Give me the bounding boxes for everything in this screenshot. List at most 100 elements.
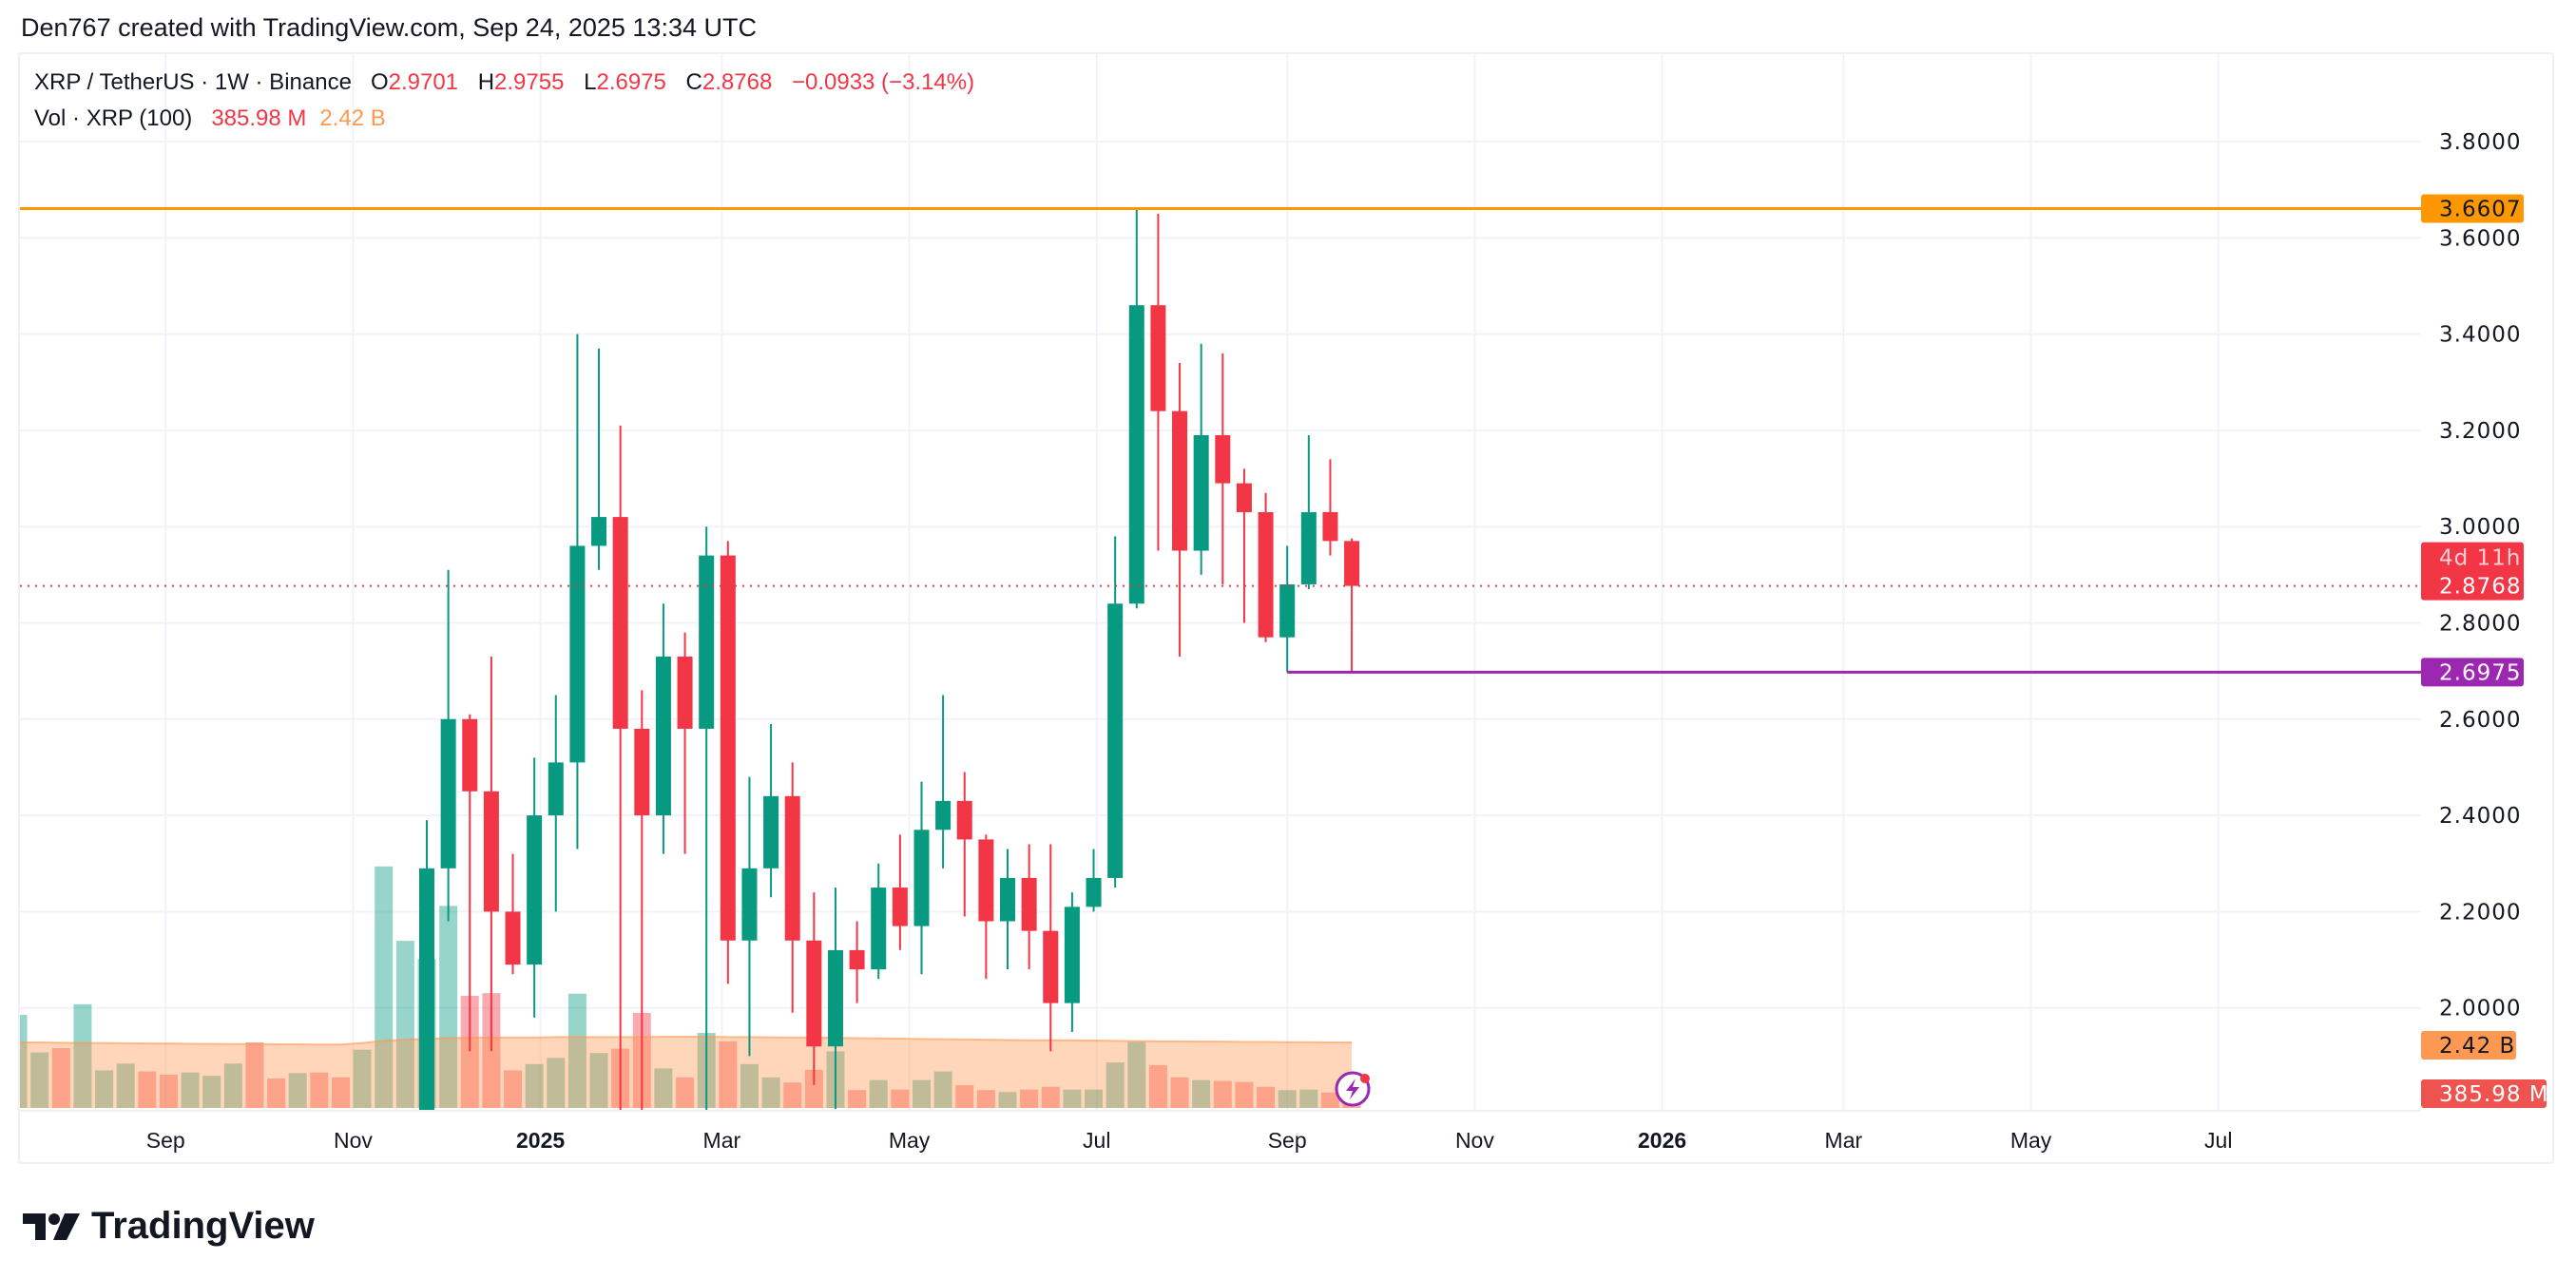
volume-bar [159,1074,178,1108]
volume-bar [933,1071,952,1108]
volume-bar [504,1070,523,1108]
time-tick-label: Sep [146,1128,185,1153]
tradingview-logo-icon [23,1212,80,1240]
volume-ma-area [20,1037,1353,1108]
volume-bar [740,1063,759,1108]
price-tick-label: 3.2000 [2439,419,2521,444]
lightning-icon[interactable] [1335,1071,1371,1107]
price-line-label-box [2421,658,2524,687]
candle-body [1086,877,1102,907]
time-tick-label: May [889,1128,931,1153]
volume-bar [869,1079,888,1108]
volume-bar [1235,1081,1254,1108]
volume-bar [998,1092,1017,1108]
bar-countdown-label: 4d 11h [2439,546,2521,571]
price-line-label: 3.6607 [2439,198,2521,222]
candle-body [1300,512,1317,584]
volume-bar [676,1077,695,1108]
candle-body [913,830,930,926]
candle-body [505,911,521,965]
candle-body [1043,930,1059,1003]
volume-bar [1063,1089,1082,1108]
volume-bar [439,906,458,1108]
candle-body [462,718,478,792]
volume-bar [1299,1089,1318,1108]
volume-bar [1192,1079,1211,1108]
candle-body [591,517,607,546]
candle-body [827,949,843,1047]
candle-body [699,555,715,729]
candle-body [677,656,693,729]
symbol-label[interactable]: XRP / TetherUS · 1W · Binance [34,69,352,95]
volume-bar [353,1049,372,1108]
volume-last-label-box [2421,1079,2547,1108]
chart-credit: Den767 created with TradingView.com, Sep… [21,13,757,42]
volume-bar [1085,1089,1104,1108]
open-value: 2.9701 [388,69,459,95]
candle-body [1021,877,1037,931]
candle-body [763,795,779,869]
volume-bar [761,1077,780,1108]
candle-body [1279,583,1296,638]
last-price-label-box [2421,542,2524,601]
change-value: −0.0933 (−3.14%) [791,69,975,95]
tradingview-logo[interactable]: TradingView [23,1205,315,1248]
candle-body [440,718,456,869]
volume-bar [288,1073,307,1108]
candle-body [1150,305,1166,411]
volume-bar [976,1090,995,1108]
candle-body [634,728,650,816]
chart-legend: XRP / TetherUS · 1W · Binance O2.9701 H2… [34,65,988,137]
candle-body [1064,907,1080,1003]
candle-body [1236,483,1252,513]
candle-body [871,888,887,970]
price-tick-label: 2.2000 [2439,900,2521,925]
price-tick-label: 2.4000 [2439,804,2521,829]
time-tick-label: Mar [1825,1128,1863,1153]
volume-bar [1257,1086,1276,1108]
volume-ma-label: 2.42 B [2439,1034,2515,1059]
candle-body [1107,603,1124,878]
volume-ma-line [20,1036,1353,1046]
volume-bar [223,1063,242,1108]
volume-ma-label-box [2421,1031,2516,1059]
time-tick-label: Mar [703,1128,741,1153]
volume-legend: Vol · XRP (100) 385.98 M 2.42 B [34,101,988,137]
candle-body [892,888,908,926]
price-tick-label: 3.4000 [2439,323,2521,348]
last-price-label: 2.8768 [2439,575,2521,600]
chart-frame [18,52,2554,1164]
candle-body [1000,877,1016,922]
volume-bar [804,1069,823,1108]
volume-bar [891,1089,910,1108]
volume-bar [912,1079,931,1108]
candle-body [527,815,543,965]
volume-bar [1148,1064,1167,1108]
volume-ma-value: 2.42 B [319,105,386,131]
volume-bar [95,1070,114,1108]
candle-body [720,555,736,941]
price-tick-label: 2.6000 [2439,708,2521,733]
price-lines: 3.6607 2.6975 4d 11h 2.8768 2.42 B 385.98 M [20,194,2548,1108]
volume-bar [51,1048,70,1108]
volume-bar [525,1063,544,1108]
volume-bar [719,1040,738,1108]
volume-bar [460,996,479,1108]
volume-label[interactable]: Vol · XRP (100) [34,105,193,131]
candle-body [1258,512,1274,638]
candle-body [419,868,434,1110]
volume-bar [375,866,394,1108]
time-tick-label: 2025 [516,1128,565,1153]
volume-bar [20,1014,28,1108]
candle-body [548,762,564,816]
high-value: 2.9755 [494,69,565,95]
volume-bar [1020,1089,1039,1108]
candle-body [806,940,822,1047]
axes: Sep Nov 2025 Mar May Jul Sep Nov 2026 Mar May Jul 3.… [20,130,2521,1153]
volume-bar [1320,1092,1339,1108]
low-label: L [584,69,597,95]
candle-body [569,545,586,763]
volume-bar [116,1063,135,1108]
time-tick-label: Jul [1083,1128,1110,1153]
